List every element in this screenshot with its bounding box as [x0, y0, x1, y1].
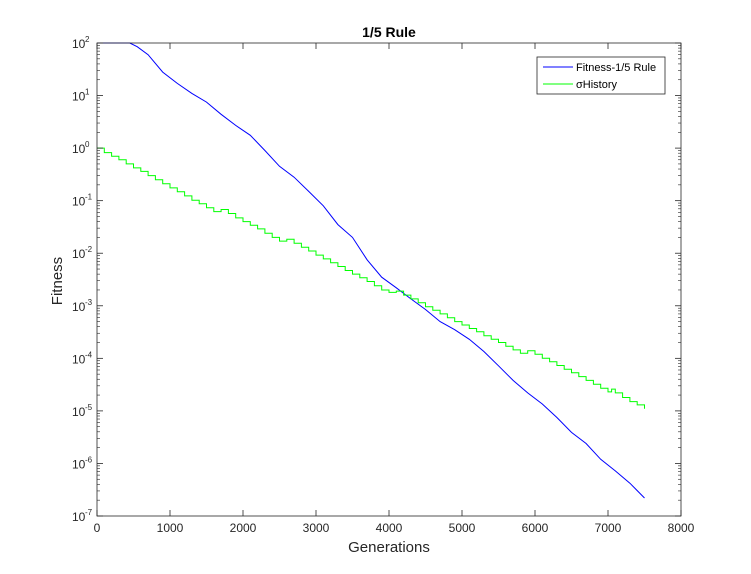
- y-tick-exponent: -3: [85, 298, 93, 307]
- y-tick-exponent: -1: [85, 193, 93, 202]
- y-tick-label: 10 -5: [72, 403, 93, 419]
- y-tick-label: 10 -4: [72, 350, 93, 366]
- x-tick-label: 5000: [449, 521, 476, 535]
- y-tick-label: 10 -1: [72, 193, 93, 209]
- y-tick-base: 10: [72, 510, 86, 524]
- x-tick-label: 4000: [376, 521, 403, 535]
- plot-area: [97, 43, 681, 516]
- y-tick-exponent: -4: [85, 350, 93, 359]
- y-tick-base: 10: [72, 352, 86, 366]
- x-axis-label: Generations: [348, 539, 430, 556]
- y-tick-exponent: -2: [85, 245, 93, 254]
- y-tick-base: 10: [72, 195, 86, 209]
- y-tick-label: 10 -6: [72, 455, 93, 471]
- y-tick-exponent: -5: [85, 403, 93, 412]
- y-tick-label: 10 1: [72, 88, 90, 104]
- x-tick-label: 8000: [668, 521, 695, 535]
- x-tick-label: 2000: [230, 521, 257, 535]
- y-tick-base: 10: [72, 300, 86, 314]
- plot-background: [97, 43, 681, 516]
- y-tick-label: 10 -7: [72, 508, 93, 524]
- y-tick-base: 10: [72, 247, 86, 261]
- y-tick-label: 10 -3: [72, 298, 93, 314]
- y-tick-label: 10 2: [72, 35, 90, 51]
- legend-box: [536, 56, 666, 95]
- chart-title: 1/5 Rule: [362, 24, 416, 40]
- y-tick-exponent: 0: [85, 140, 90, 149]
- y-tick-base: 10: [72, 405, 86, 419]
- y-tick-exponent: -7: [85, 508, 93, 517]
- x-tick-label: 0: [94, 521, 101, 535]
- legend-entry-fitness: Fitness-1/5 Rule: [576, 62, 656, 74]
- y-tick-exponent: 2: [85, 35, 90, 44]
- x-tick-label: 3000: [303, 521, 330, 535]
- y-tick-base: 10: [72, 37, 86, 51]
- series-line-0: [97, 42, 645, 499]
- legend: Fitness-1/5 Rule σHistory: [536, 56, 666, 95]
- x-tick-label: 1000: [157, 521, 184, 535]
- y-tick-base: 10: [72, 142, 86, 156]
- y-tick-exponent: -6: [85, 455, 93, 464]
- y-axis-label: Fitness: [49, 257, 66, 305]
- y-tick-base: 10: [72, 457, 86, 471]
- y-tick-base: 10: [72, 90, 86, 104]
- series-layer: [97, 42, 645, 499]
- y-tick-exponent: 1: [85, 88, 90, 97]
- y-tick-label: 10 0: [72, 140, 90, 156]
- series-line-1: [97, 147, 645, 409]
- legend-entry-sigma: σHistory: [576, 79, 618, 91]
- x-tick-label: 6000: [522, 521, 549, 535]
- y-tick-label: 10 -2: [72, 245, 93, 261]
- x-tick-label: 7000: [595, 521, 622, 535]
